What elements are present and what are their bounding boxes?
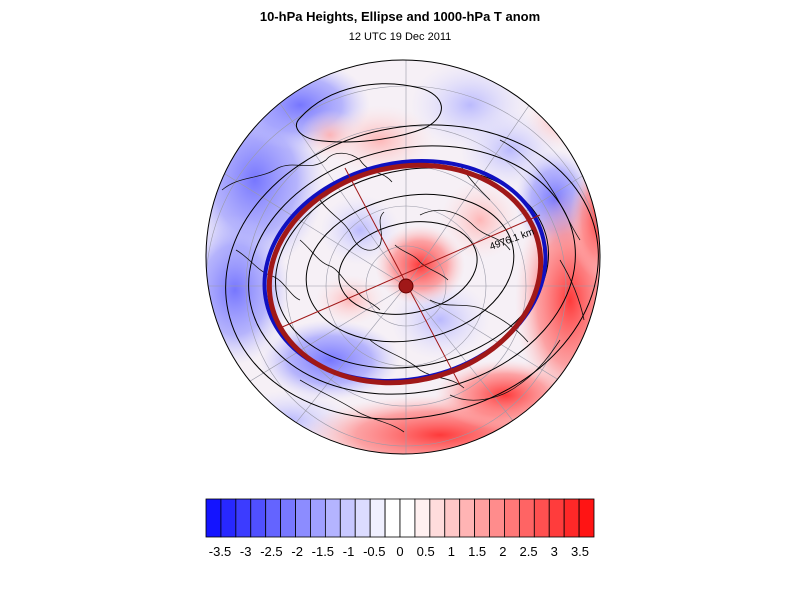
colorbar-tick-label: 0 bbox=[396, 544, 403, 559]
colorbar-labels: -3.5 -3 -2.5 -2 -1.5 -1 -0.5 0 0.5 1 1.5 2 2.5 3 3.5 bbox=[209, 544, 589, 559]
ellipse-center-marker bbox=[398, 278, 414, 294]
colorbar-tick-label: -0.5 bbox=[363, 544, 385, 559]
colorbar-box bbox=[265, 498, 282, 538]
colorbar-box bbox=[414, 498, 431, 538]
colorbar-box bbox=[384, 498, 401, 538]
colorbar-box bbox=[295, 498, 311, 538]
ellipse-minor-axis bbox=[344, 167, 461, 386]
colorbar-box bbox=[339, 498, 356, 538]
chart-subtitle: 12 UTC 19 Dec 2011 bbox=[348, 31, 452, 43]
colorbar-box bbox=[205, 498, 222, 538]
colorbar-box bbox=[533, 498, 550, 538]
colorbar-box bbox=[220, 498, 237, 538]
colorbar-box bbox=[280, 498, 296, 538]
colorbar-box bbox=[324, 498, 341, 538]
colorbar-box bbox=[399, 498, 416, 538]
colorbar-box bbox=[518, 498, 535, 538]
globe-outline bbox=[205, 59, 601, 455]
chart-title: 10-hPa Heights, Ellipse and 1000-hPa T a… bbox=[259, 9, 541, 24]
colorbar-box bbox=[429, 498, 446, 538]
colorbar-tick-label: -3 bbox=[240, 544, 252, 559]
colorbar-box bbox=[548, 498, 565, 538]
height-contours bbox=[225, 83, 599, 420]
colorbar-tick-label: 3.5 bbox=[571, 544, 589, 559]
colorbar-tick-label: 1 bbox=[448, 544, 455, 559]
colorbar-tick-label: 0.5 bbox=[417, 544, 435, 559]
colorbar-box bbox=[250, 498, 267, 538]
colorbar-box bbox=[504, 498, 520, 538]
colorbar-tick-label: -2 bbox=[291, 544, 303, 559]
colorbar-box bbox=[563, 498, 580, 538]
colorbar-box bbox=[578, 498, 595, 538]
colorbar-tick-label: -1.5 bbox=[312, 544, 334, 559]
colorbar-boxes bbox=[205, 498, 595, 538]
colorbar-tick-label: 3 bbox=[551, 544, 558, 559]
colorbar-box bbox=[369, 498, 386, 538]
colorbar-tick-label: -3.5 bbox=[209, 544, 231, 559]
colorbar-tick-label: 2 bbox=[499, 544, 506, 559]
colorbar-box bbox=[235, 498, 252, 538]
colorbar-box bbox=[310, 498, 326, 538]
colorbar-tick-label: 2.5 bbox=[520, 544, 538, 559]
colorbar-box bbox=[444, 498, 461, 538]
colorbar-tick-label: -1 bbox=[343, 544, 355, 559]
colorbar-tick-label: 1.5 bbox=[468, 544, 486, 559]
colorbar-box bbox=[354, 498, 371, 538]
colorbar-tick-label: -2.5 bbox=[260, 544, 282, 559]
ellipse-major-axis bbox=[279, 214, 541, 329]
colorbar-box bbox=[489, 498, 505, 538]
colorbar-box bbox=[459, 498, 476, 538]
red-ellipse bbox=[266, 162, 544, 386]
coastlines bbox=[221, 139, 585, 433]
colorbar-box bbox=[474, 498, 490, 538]
